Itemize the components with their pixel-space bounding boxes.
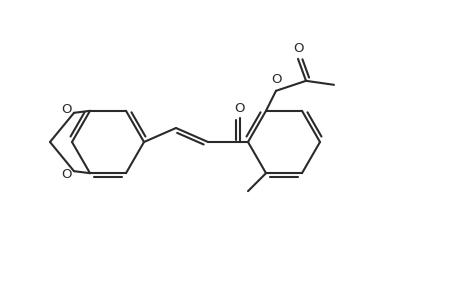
Text: O: O <box>271 73 282 86</box>
Text: O: O <box>62 103 72 116</box>
Text: O: O <box>293 42 303 55</box>
Text: O: O <box>234 101 245 115</box>
Text: O: O <box>62 168 72 181</box>
